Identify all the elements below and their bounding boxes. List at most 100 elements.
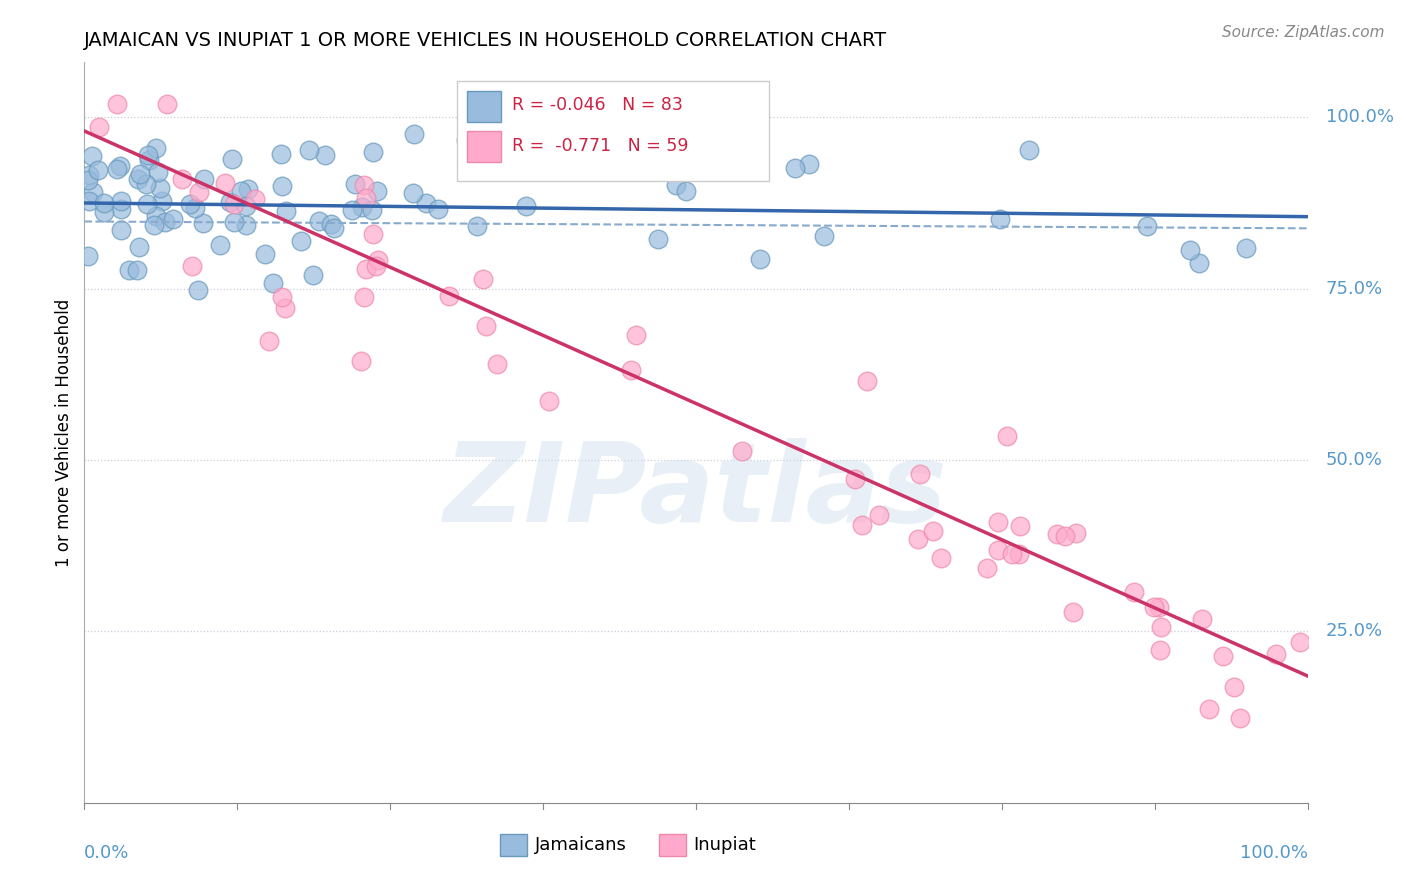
FancyBboxPatch shape (457, 81, 769, 181)
Point (77, 173, 100, 187)
Point (987, 515, 1010, 529)
Point (128, 240, 150, 254)
Point (89, 120, 111, 134)
Point (813, 228, 835, 243)
Point (868, 508, 890, 523)
Point (270, 147, 292, 161)
Point (353, 290, 375, 304)
Point (308, 213, 330, 227)
Point (231, 184, 253, 198)
Bar (467, 131, 502, 162)
Point (1143, 599, 1166, 614)
Point (172, 172, 194, 186)
Point (179, 196, 201, 211)
Point (110, 194, 132, 208)
Point (77, 168, 100, 182)
Point (856, 374, 879, 388)
Point (1212, 649, 1234, 664)
Point (224, 215, 246, 229)
Text: ZIPatlas: ZIPatlas (444, 438, 948, 545)
Point (354, 261, 377, 276)
Point (1265, 647, 1288, 661)
Point (77, 194, 100, 208)
Point (1053, 529, 1076, 543)
Point (271, 290, 294, 304)
Point (1178, 243, 1201, 257)
Point (361, 227, 384, 241)
Point (82, 149, 104, 163)
Point (1001, 548, 1024, 562)
Point (314, 148, 336, 162)
Point (844, 472, 866, 486)
Point (93, 204, 115, 219)
Point (402, 127, 425, 141)
Bar (659, 834, 686, 856)
Point (851, 518, 873, 533)
Text: 25.0%: 25.0% (1326, 623, 1384, 640)
Point (1234, 241, 1257, 255)
Point (110, 223, 132, 237)
Point (555, 161, 578, 175)
Point (344, 178, 367, 192)
Point (146, 165, 169, 179)
Point (138, 153, 160, 167)
Point (988, 211, 1011, 226)
Text: 75.0%: 75.0% (1326, 280, 1384, 298)
Point (127, 262, 149, 277)
Point (77, 249, 100, 263)
Point (1136, 219, 1159, 234)
Text: 50.0%: 50.0% (1326, 451, 1384, 469)
Point (135, 197, 157, 211)
Point (82, 186, 104, 200)
Point (465, 219, 488, 233)
Point (1008, 547, 1031, 561)
Point (908, 467, 931, 482)
Point (187, 186, 209, 200)
Point (149, 181, 172, 195)
Point (1222, 680, 1244, 694)
Text: Jamaicans: Jamaicans (534, 836, 627, 854)
Point (262, 276, 284, 290)
Point (353, 178, 375, 192)
Point (731, 444, 754, 458)
Text: R =  -0.771   N = 59: R = -0.771 N = 59 (513, 137, 689, 155)
Text: 0.0%: 0.0% (84, 844, 129, 862)
Point (626, 328, 648, 343)
Point (145, 141, 167, 155)
Point (274, 301, 297, 315)
Point (87, 162, 110, 177)
Point (259, 334, 281, 348)
Point (243, 192, 266, 206)
Point (153, 215, 176, 229)
Point (361, 202, 384, 217)
Point (105, 161, 128, 176)
Point (475, 318, 498, 333)
Point (118, 262, 141, 277)
Point (93, 196, 115, 211)
Point (515, 199, 537, 213)
Point (193, 172, 215, 186)
Text: R = -0.046   N = 83: R = -0.046 N = 83 (513, 96, 683, 114)
Point (1046, 526, 1069, 541)
Point (647, 232, 669, 246)
Point (931, 551, 953, 566)
Point (350, 353, 373, 368)
Point (367, 252, 389, 267)
Point (1229, 711, 1251, 725)
Point (366, 184, 388, 198)
Point (187, 283, 209, 297)
Point (128, 167, 150, 181)
Point (105, 96, 128, 111)
Point (222, 197, 245, 211)
Point (274, 204, 297, 219)
Point (415, 195, 437, 210)
Point (253, 246, 276, 260)
Point (356, 191, 378, 205)
Point (785, 161, 807, 175)
Point (235, 199, 257, 213)
Point (238, 182, 260, 196)
Point (997, 429, 1019, 443)
Point (1191, 612, 1213, 626)
Point (352, 200, 374, 214)
Point (150, 194, 173, 209)
